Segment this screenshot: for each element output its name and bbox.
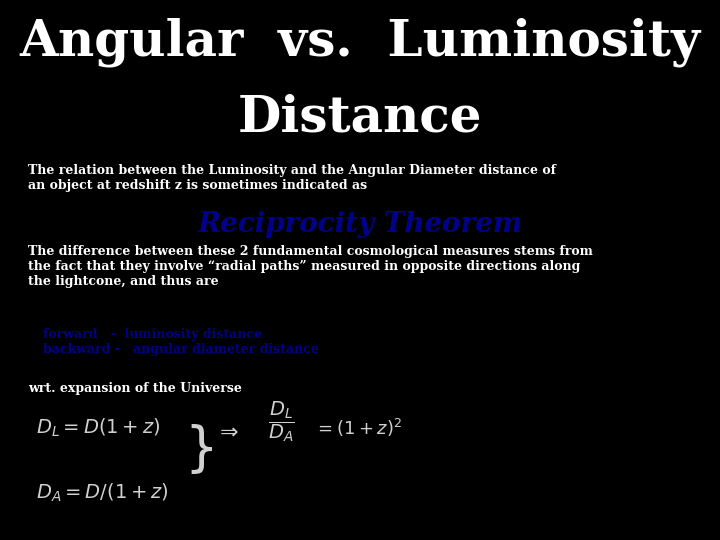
Text: Distance: Distance [238,93,482,143]
Text: $\dfrac{D_L}{D_A}$: $\dfrac{D_L}{D_A}$ [269,399,295,443]
Text: forward   -  luminosity distance
backward -   angular diameter distance: forward - luminosity distance backward -… [42,328,318,356]
Text: $\Rightarrow$: $\Rightarrow$ [215,422,239,442]
Text: $\}$: $\}$ [184,422,212,476]
Text: The difference between these 2 fundamental cosmological measures stems from
the : The difference between these 2 fundament… [28,245,593,288]
Text: $D_L = D(1+z)$: $D_L = D(1+z)$ [35,417,160,439]
Text: Angular  vs.  Luminosity: Angular vs. Luminosity [19,18,701,67]
Text: $D_A = D/(1+z)$: $D_A = D/(1+z)$ [35,482,168,504]
Text: The relation between the Luminosity and the Angular Diameter distance of
an obje: The relation between the Luminosity and … [28,164,557,192]
Text: $= (1+z)^2$: $= (1+z)^2$ [314,417,402,438]
Text: Reciprocity Theorem: Reciprocity Theorem [197,211,523,238]
Text: wrt. expansion of the Universe: wrt. expansion of the Universe [29,382,243,395]
